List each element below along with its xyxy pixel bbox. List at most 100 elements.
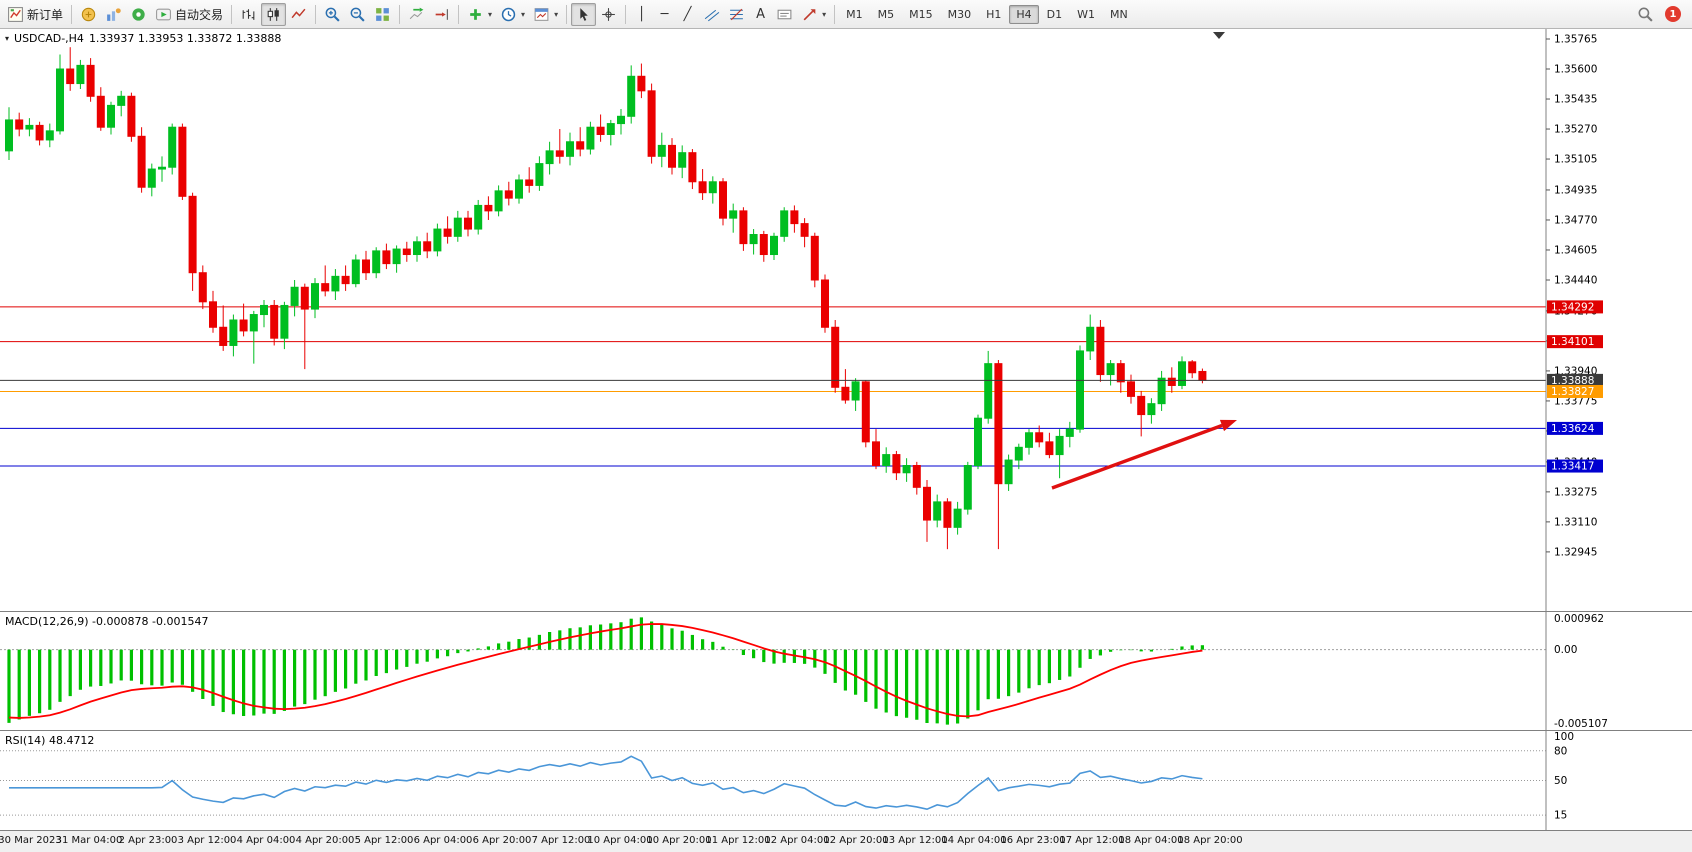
text-tool-icon: A xyxy=(756,6,766,22)
vertical-line-icon: │ xyxy=(637,6,646,22)
svg-text:1.33827: 1.33827 xyxy=(1551,386,1594,398)
rsi-label: RSI(14) 48.4712 xyxy=(5,734,95,747)
time-axis-label: 3 Apr 12:00 xyxy=(177,835,237,846)
svg-text:15: 15 xyxy=(1554,810,1567,822)
trendline-button[interactable]: ╱ xyxy=(676,3,699,26)
timeframe-button-m15[interactable]: M15 xyxy=(902,5,940,24)
timeframe-button-h1[interactable]: H1 xyxy=(979,5,1008,24)
autotrading-button[interactable]: 自动交易 xyxy=(151,3,227,26)
zoom-in-button[interactable] xyxy=(320,3,345,26)
periods-button[interactable]: ▾ xyxy=(496,3,529,26)
svg-text:0.00: 0.00 xyxy=(1554,644,1577,656)
svg-text:1.34935: 1.34935 xyxy=(1554,184,1597,196)
chart-ohlc-label: 1.33937 1.33953 1.33872 1.33888 xyxy=(88,32,282,45)
tile-windows-button[interactable] xyxy=(370,3,395,26)
time-axis[interactable]: 30 Mar 2023 31 Mar 04:00 2 Apr 23:00 3 Apr … xyxy=(0,830,1692,852)
time-axis-label: 4 Apr 20:00 xyxy=(295,835,355,846)
price-level-badge: 1.33827 xyxy=(1547,384,1603,398)
market-watch-button[interactable] xyxy=(76,3,101,26)
vertical-line-button[interactable]: │ xyxy=(630,3,653,26)
chart-shift-marker xyxy=(1213,32,1225,39)
zoom-out-button[interactable] xyxy=(345,3,370,26)
time-axis-label: 14 Apr 04:00 xyxy=(941,835,1007,846)
timeframe-button-mn[interactable]: MN xyxy=(1103,5,1135,24)
rsi-canvas[interactable]: 100 80 50 15 xyxy=(0,731,1692,830)
svg-text:1.35600: 1.35600 xyxy=(1554,64,1597,76)
auto-scroll-button[interactable] xyxy=(404,3,429,26)
channel-button[interactable] xyxy=(699,3,724,26)
autotrading-icon xyxy=(156,8,171,20)
chart-shift-button[interactable] xyxy=(429,3,454,26)
rsi-axis: 100 80 50 15 xyxy=(1545,731,1574,830)
templates-button[interactable]: ▾ xyxy=(529,3,562,26)
time-axis-label: 2 Apr 23:00 xyxy=(118,835,178,846)
price-chart-canvas[interactable]: 1.35765 1.35600 1.35435 1.35270 1.35105 1.349… xyxy=(0,29,1692,611)
text-label-button[interactable] xyxy=(772,3,797,26)
indicators-button[interactable]: ▾ xyxy=(463,3,496,26)
bar-chart-icon xyxy=(242,8,255,20)
timeframe-button-m1[interactable]: M1 xyxy=(839,5,870,24)
horizontal-line-button[interactable]: ─ xyxy=(653,3,676,26)
templates-icon xyxy=(534,7,549,21)
toolbar-separator xyxy=(315,4,317,24)
toolbar-separator xyxy=(834,4,836,24)
svg-text:1.35435: 1.35435 xyxy=(1554,94,1597,106)
chevron-down-icon: ▾ xyxy=(488,9,493,19)
crosshair-button[interactable] xyxy=(596,3,621,26)
line-chart-button[interactable] xyxy=(286,3,311,26)
price-level-badge: 1.34292 xyxy=(1547,300,1603,314)
notification-badge[interactable]: 1 xyxy=(1665,6,1681,22)
toolbar-separator xyxy=(399,4,401,24)
search-button[interactable] xyxy=(1633,3,1658,26)
svg-text:1.33624: 1.33624 xyxy=(1551,423,1595,435)
time-axis-label: 12 Apr 20:00 xyxy=(823,835,889,846)
community-button[interactable] xyxy=(126,3,151,26)
bar-chart-button[interactable] xyxy=(236,3,261,26)
timeframe-toolbar: M1 M5 M15 M30 H1 H4 D1 W1 MN xyxy=(839,4,1135,24)
svg-text:1.33110: 1.33110 xyxy=(1554,516,1597,528)
svg-text:1.34292: 1.34292 xyxy=(1551,301,1594,313)
autotrading-label: 自动交易 xyxy=(175,7,224,22)
new-order-label: 新订单 xyxy=(27,7,64,22)
price-level-badge: 1.33888 xyxy=(1547,373,1603,387)
svg-text:-0.005107: -0.005107 xyxy=(1554,718,1608,730)
timeframe-button-h4[interactable]: H4 xyxy=(1009,4,1039,24)
time-axis-label: 17 Apr 12:00 xyxy=(1059,835,1125,846)
new-order-button[interactable]: 新订单 xyxy=(3,3,67,26)
macd-panel: 0.000962 0.00 -0.005107 MACD(12,26,9) -0.0… xyxy=(0,611,1692,730)
price-chart-panel: 1.35765 1.35600 1.35435 1.35270 1.35105 1.349… xyxy=(0,29,1692,611)
timeframe-button-m5[interactable]: M5 xyxy=(871,5,902,24)
svg-text:1.34440: 1.34440 xyxy=(1554,274,1597,286)
candlestick-chart-button[interactable] xyxy=(261,2,287,26)
cursor-button[interactable] xyxy=(571,2,597,26)
text-tool-button[interactable]: A xyxy=(749,3,772,26)
market-watch-icon xyxy=(81,7,96,21)
time-axis-label: 6 Apr 04:00 xyxy=(413,835,473,846)
fibonacci-button[interactable] xyxy=(724,3,749,26)
auto-scroll-icon xyxy=(409,7,424,19)
timeframe-button-m30[interactable]: M30 xyxy=(941,5,979,24)
arrows-tool-button[interactable]: ▾ xyxy=(797,3,830,26)
reports-button[interactable] xyxy=(101,3,126,26)
timeframe-button-d1[interactable]: D1 xyxy=(1040,5,1069,24)
svg-text:1.32945: 1.32945 xyxy=(1554,546,1597,558)
svg-text:1.35270: 1.35270 xyxy=(1554,124,1597,136)
chevron-down-icon: ▾ xyxy=(554,9,559,19)
candlestick-chart-icon xyxy=(267,7,279,21)
chart-menu-icon: ▾ xyxy=(5,34,10,43)
svg-text:1.34605: 1.34605 xyxy=(1554,244,1597,256)
time-axis-label: 31 Mar 04:00 xyxy=(55,835,123,846)
time-axis-label: 18 Apr 20:00 xyxy=(1177,835,1243,846)
time-axis-label: 13 Apr 12:00 xyxy=(882,835,948,846)
price-level-badge: 1.34101 xyxy=(1547,335,1603,349)
chart-symbol-label: USDCAD-,H4 xyxy=(14,32,84,45)
macd-label: MACD(12,26,9) -0.000878 -0.001547 xyxy=(5,615,209,628)
time-axis-label: 18 Apr 04:00 xyxy=(1118,835,1184,846)
horizontal-line-icon: ─ xyxy=(660,6,669,22)
macd-canvas[interactable]: 0.000962 0.00 -0.005107 xyxy=(0,612,1692,730)
zoom-out-icon xyxy=(350,7,365,22)
timeframe-button-w1[interactable]: W1 xyxy=(1070,5,1102,24)
svg-text:1.34770: 1.34770 xyxy=(1554,214,1597,226)
equidistant-channel-icon xyxy=(704,9,720,21)
community-icon xyxy=(132,7,145,21)
